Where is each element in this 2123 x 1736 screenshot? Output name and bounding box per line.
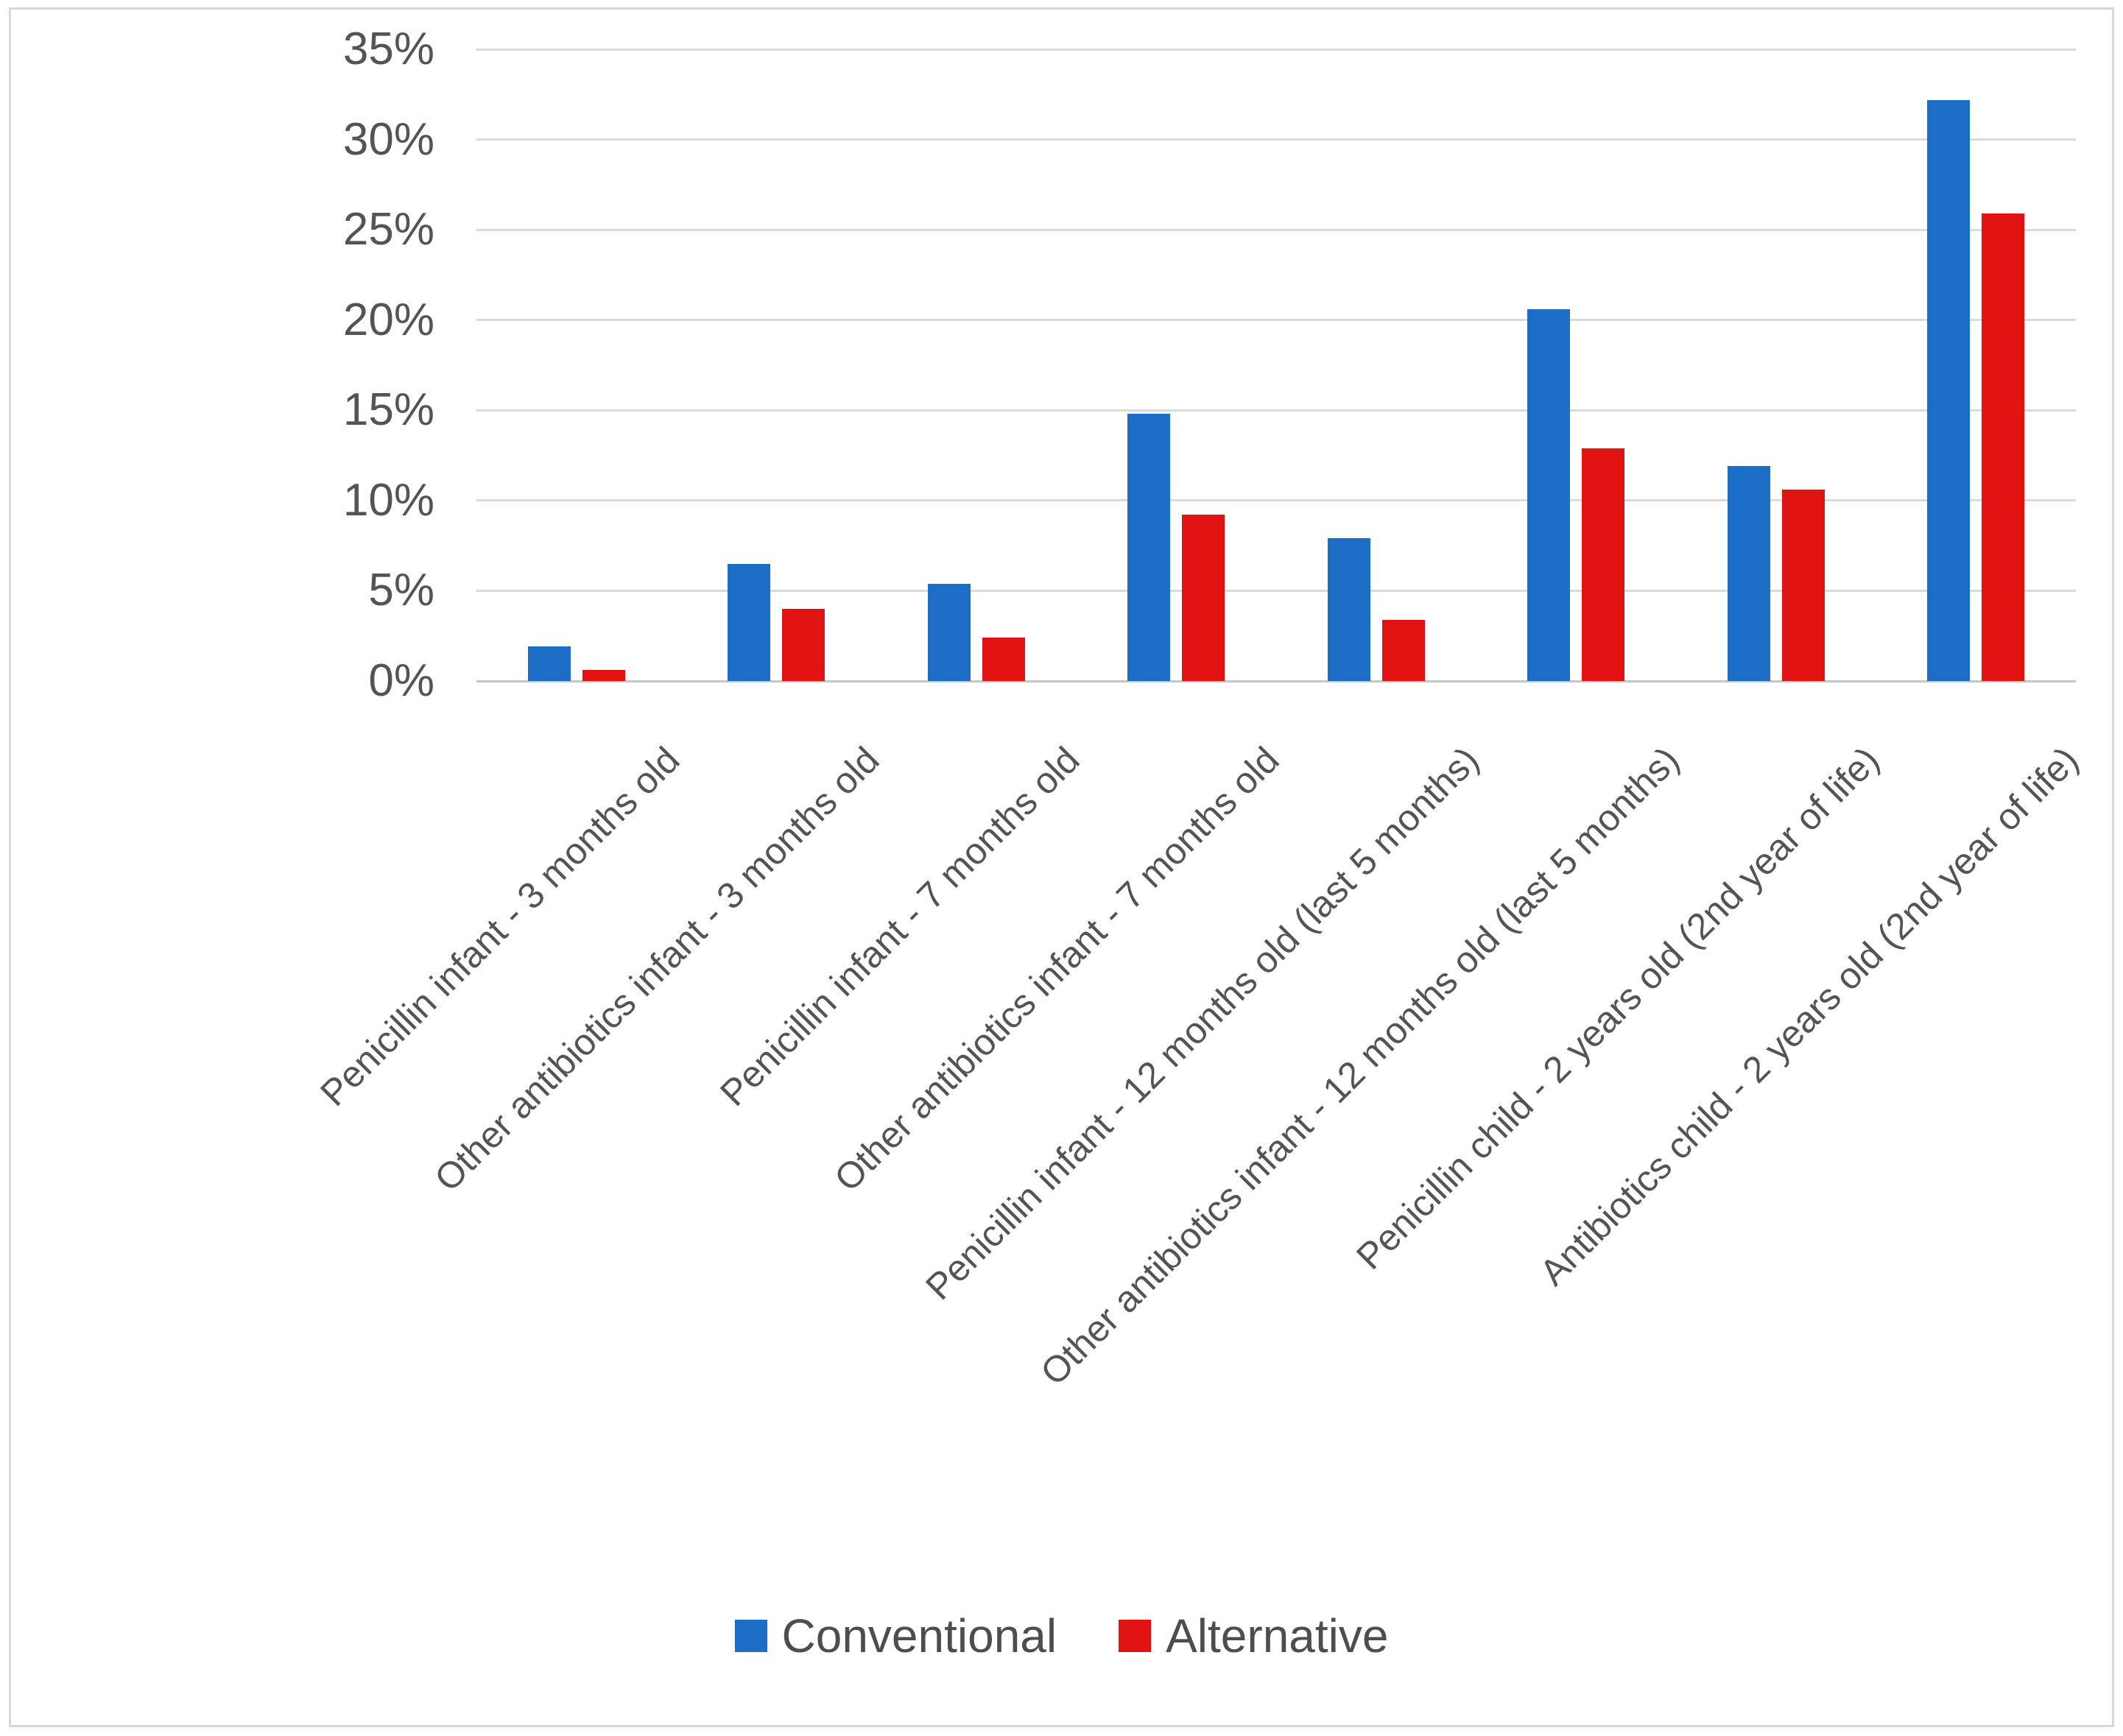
bar-alternative-4 (1182, 515, 1225, 681)
gridline-20% (476, 319, 2076, 322)
bar-conventional-2 (728, 563, 771, 681)
bar-conventional-1 (527, 646, 571, 681)
y-tick-label-15%: 15% (342, 384, 434, 436)
legend-swatch-conventional (734, 1620, 767, 1652)
gridline-30% (476, 138, 2076, 141)
figure-frame (9, 7, 2114, 1727)
y-tick-label-20%: 20% (342, 294, 434, 345)
bar-alternative-1 (582, 670, 625, 681)
bar-alternative-6 (1582, 448, 1625, 681)
y-axis-tick-labels: 0% 5% 10% 15% 20% 25% 30% 35% (0, 0, 434, 1736)
bar-conventional-5 (1327, 538, 1370, 681)
bar-alternative-7 (1781, 490, 1825, 681)
gridline-15% (476, 409, 2076, 412)
bar-conventional-7 (1727, 466, 1770, 681)
y-tick-label-10%: 10% (342, 474, 434, 526)
bar-alternative-3 (982, 638, 1025, 681)
y-tick-label-0%: 0% (368, 655, 434, 706)
bar-alternative-2 (782, 608, 825, 681)
bar-conventional-8 (1927, 99, 1971, 681)
legend-item-alternative: Alternative (1119, 1609, 1388, 1663)
gridline-0% (476, 680, 2076, 682)
bar-conventional-3 (927, 583, 971, 681)
legend-item-conventional: Conventional (734, 1609, 1057, 1663)
bar-alternative-5 (1381, 619, 1425, 681)
y-tick-label-35%: 35% (342, 24, 434, 74)
bar-conventional-6 (1527, 309, 1571, 681)
legend-label-conventional: Conventional (781, 1609, 1057, 1662)
legend-swatch-alternative (1119, 1620, 1152, 1652)
y-tick-label-25%: 25% (342, 204, 434, 255)
legend: Conventional Alternative (0, 1605, 2123, 1667)
gridline-10% (476, 499, 2076, 502)
y-tick-label-30%: 30% (342, 113, 434, 165)
plot-area (476, 48, 2076, 682)
legend-label-alternative: Alternative (1166, 1609, 1389, 1662)
bar-conventional-4 (1127, 414, 1171, 681)
gridline-35% (476, 48, 2076, 51)
bar-alternative-8 (1982, 214, 2025, 681)
y-tick-label-5%: 5% (368, 565, 434, 616)
gridline-25% (476, 228, 2076, 231)
gridline-5% (476, 589, 2076, 592)
